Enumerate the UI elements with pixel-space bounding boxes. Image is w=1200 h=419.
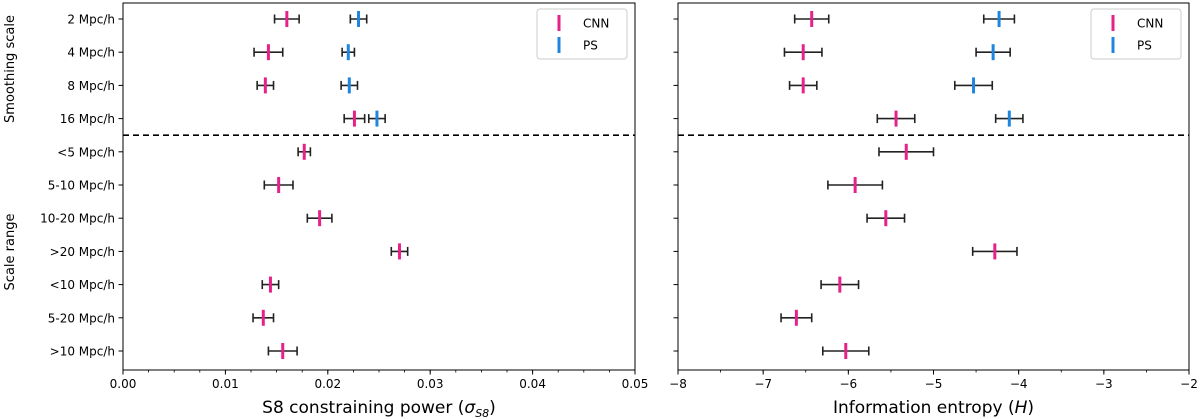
- y-tick-label-lt-5-mpc-h: <5 Mpc/h: [57, 145, 115, 159]
- legend-box: [1090, 8, 1182, 60]
- legend-label-cnn: CNN: [1137, 17, 1163, 31]
- group-label-smoothing-scale: Smoothing scale: [3, 15, 18, 123]
- x-tick-label: −6: [839, 377, 857, 391]
- panel-information-entropy: −8 −7 −6 −5 −4 −3 −2 Information entropy (H) CNN…: [669, 2, 1198, 418]
- y-tick-label-10-20-mpc-h: 10-20 Mpc/h: [40, 212, 115, 226]
- legend-label-ps: PS: [583, 39, 598, 53]
- y-tick-label-16-mpc-h: 16 Mpc/h: [60, 112, 115, 126]
- y-tick-label-gt-20-mpc-h: >20 Mpc/h: [50, 245, 115, 259]
- x-axis-title: Information entropy (H): [833, 398, 1034, 418]
- legend-label-ps: PS: [1137, 39, 1152, 53]
- x-tick-label: 0.04: [519, 377, 546, 391]
- x-tick-label: −7: [754, 377, 772, 391]
- panel-constraining-power: 0.00 0.01 0.02 0.03 0.04 0.05 2 Mpc/h 4 Mpc/h 8 …: [40, 2, 649, 419]
- x-tick-label: −5: [925, 377, 943, 391]
- y-tick-label-4-mpc-h: 4 Mpc/h: [67, 46, 115, 60]
- legend-label-cnn: CNN: [583, 17, 609, 31]
- y-tick-label-2-mpc-h: 2 Mpc/h: [67, 13, 115, 27]
- x-tick-label: 0.03: [417, 377, 444, 391]
- x-tick-label: −8: [669, 377, 687, 391]
- x-tick-label: 0.02: [314, 377, 341, 391]
- x-tick-label: −3: [1095, 377, 1113, 391]
- x-tick-label: −4: [1010, 377, 1028, 391]
- x-tick-label: 0.05: [622, 377, 649, 391]
- legend-box: [536, 8, 628, 60]
- y-tick-label-5-10-mpc-h: 5-10 Mpc/h: [48, 179, 115, 193]
- y-tick-label-8-mpc-h: 8 Mpc/h: [67, 79, 115, 93]
- x-axis-title: S8 constraining power (σS8): [262, 398, 496, 419]
- x-tick-label: 0.01: [212, 377, 239, 391]
- x-tick-label: 0.00: [110, 377, 137, 391]
- y-tick-label-lt-10-mpc-h: <10 Mpc/h: [50, 278, 115, 292]
- y-tick-label-gt-10-mpc-h: >10 Mpc/h: [50, 345, 115, 359]
- y-tick-label-5-20-mpc-h: 5-20 Mpc/h: [48, 311, 115, 325]
- x-tick-label: −2: [1180, 377, 1198, 391]
- group-label-scale-range: Scale range: [3, 214, 18, 291]
